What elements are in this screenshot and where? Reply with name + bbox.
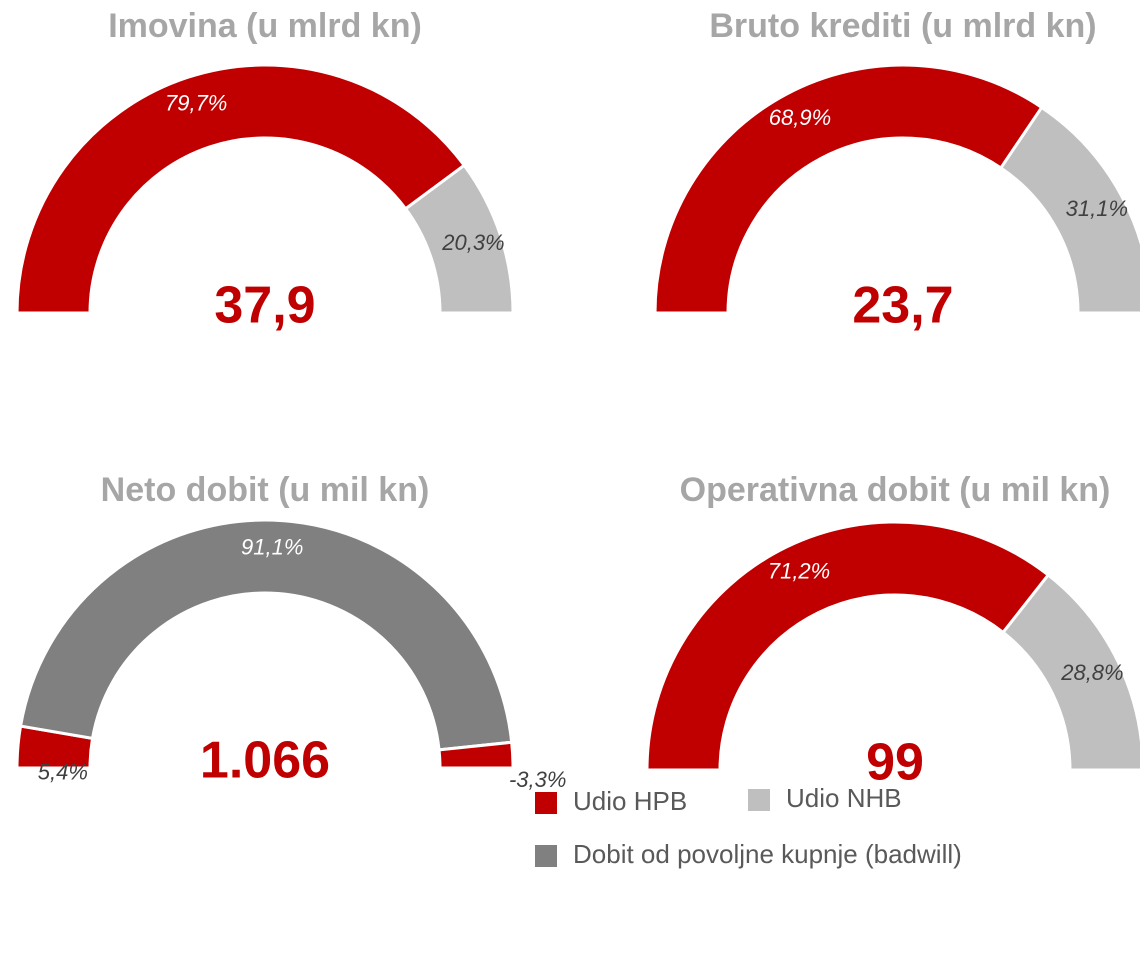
- value-label: 20,3%: [441, 230, 504, 255]
- chart-title: Bruto krediti (u mlrd kn): [709, 7, 1096, 45]
- gauge-segment: [437, 740, 515, 770]
- gauge-segment: [653, 63, 1044, 315]
- value-label: 31,1%: [1066, 196, 1128, 221]
- gauge-segment: [15, 63, 467, 315]
- legend-swatch: [748, 789, 770, 811]
- value-label: 71,2%: [768, 558, 830, 583]
- gauge-segment: [18, 518, 514, 752]
- gauge-segment: [998, 105, 1140, 315]
- value-label: -3,3%: [509, 767, 566, 792]
- center-value: 1.066: [200, 732, 330, 790]
- legend-label: Udio HPB: [573, 786, 687, 816]
- chart-title: Neto dobit (u mil kn): [101, 471, 430, 509]
- center-value: 23,7: [852, 277, 953, 335]
- value-label: 79,7%: [165, 90, 227, 115]
- gauge-segment: [1001, 572, 1140, 772]
- gauge-segment: [403, 163, 515, 315]
- legend-label: Dobit od povoljne kupnje (badwill): [573, 839, 962, 869]
- legend-swatch: [535, 792, 557, 814]
- value-label: 68,9%: [769, 105, 831, 130]
- chart-title: Operativna dobit (u mil kn): [680, 471, 1111, 509]
- center-value: 37,9: [214, 277, 315, 335]
- value-label: 28,8%: [1060, 660, 1123, 685]
- value-label: 91,1%: [241, 534, 303, 559]
- legend-swatch: [535, 845, 557, 867]
- legend-label: Udio NHB: [786, 783, 902, 813]
- gauge-segment: [645, 520, 1051, 772]
- value-label: 5,4%: [38, 759, 88, 784]
- center-value: 99: [866, 734, 924, 792]
- chart-title: Imovina (u mlrd kn): [108, 7, 422, 45]
